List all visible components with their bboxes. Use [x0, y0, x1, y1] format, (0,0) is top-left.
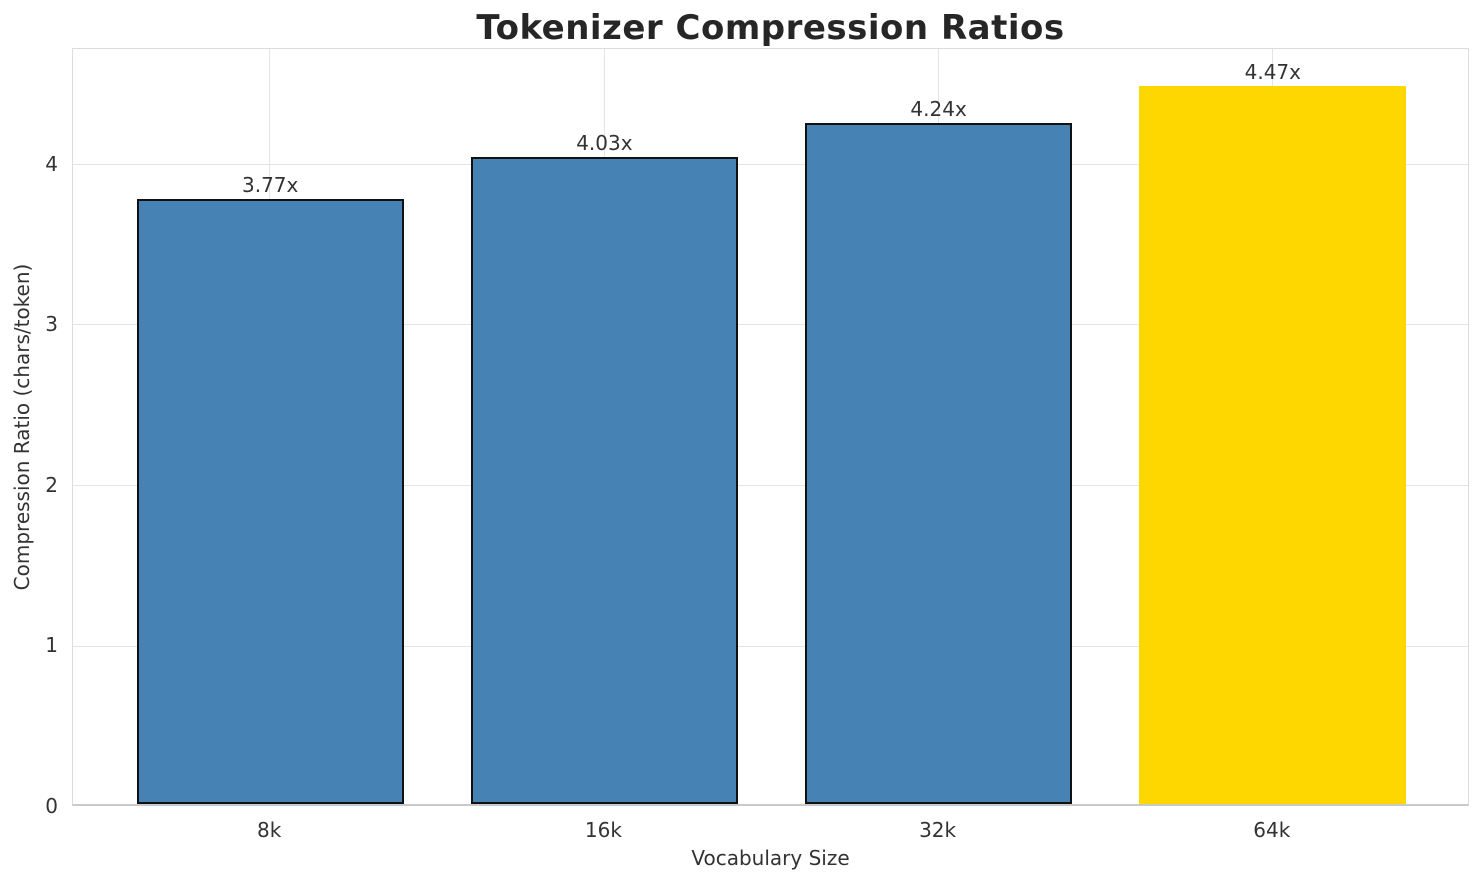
y-tick-label: 2 — [45, 472, 58, 497]
bar-value-label: 4.47x — [1244, 60, 1301, 85]
x-tick-label: 64k — [1253, 818, 1291, 842]
chart-title: Tokenizer Compression Ratios — [476, 8, 1065, 48]
y-tick-label: 4 — [45, 151, 58, 176]
bar-16k — [470, 156, 739, 804]
y-gridline — [73, 163, 1468, 165]
bar-value-label: 4.24x — [910, 97, 967, 122]
bar-8k — [136, 198, 404, 804]
y-tick-label: 3 — [45, 312, 58, 337]
bar-value-label: 4.03x — [576, 130, 633, 155]
y-tick-label: 1 — [45, 633, 58, 658]
bar-value-label: 3.77x — [241, 172, 299, 197]
y-tick-label: 0 — [45, 794, 58, 818]
x-tick-label: 32k — [919, 818, 957, 842]
x-axis-label: Vocabulary Size — [691, 846, 850, 870]
bar-32k — [804, 123, 1073, 804]
y-gridline — [73, 324, 1468, 326]
y-gridline — [73, 645, 1468, 647]
x-tick-label: 16k — [584, 818, 622, 842]
plot-area: 3.77x 4.03x 4.24x 4.47x — [72, 48, 1469, 806]
x-tick-label: 8k — [257, 818, 282, 842]
y-gridline — [73, 485, 1468, 487]
bar-64k — [1139, 86, 1407, 804]
